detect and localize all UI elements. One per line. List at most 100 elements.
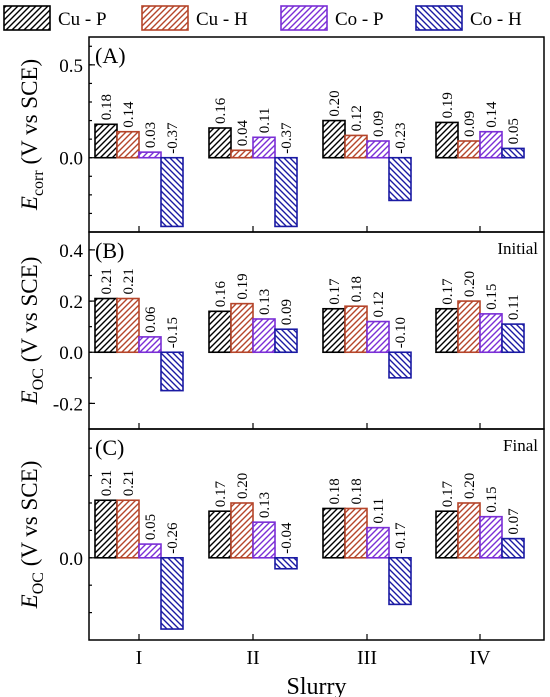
chart-panels: 0.5 0.0 (A) Ecorr (V vs SCE) 0.18 0.16 0.20 0.1… — [17, 36, 545, 641]
data-label: 0.21 — [121, 470, 137, 496]
data-label: 0.17 — [440, 278, 456, 305]
data-label: 0.03 — [143, 122, 159, 148]
legend-label: Cu - H — [196, 9, 248, 30]
legend-label: Cu - P — [58, 9, 107, 30]
bar — [94, 297, 118, 354]
data-label: 0.20 — [327, 90, 343, 116]
bar — [274, 556, 298, 570]
bar — [252, 318, 276, 354]
data-label: 0.07 — [506, 508, 522, 535]
bar — [344, 305, 368, 354]
bar — [230, 149, 254, 159]
data-label: -0.37 — [165, 122, 181, 154]
plot-frame — [88, 428, 545, 641]
bar — [344, 134, 368, 159]
bar — [138, 151, 162, 159]
data-label: 0.14 — [484, 101, 500, 128]
bar — [208, 310, 232, 354]
data-label: 0.19 — [235, 273, 251, 299]
bar — [366, 526, 390, 559]
bar — [94, 123, 118, 159]
legend-swatch — [141, 5, 189, 31]
legend: Cu - P Cu - H Co - P Co - H — [3, 5, 522, 31]
panel-note: Final — [503, 436, 538, 455]
bar — [322, 119, 346, 159]
y-tick-label: 0.4 — [59, 241, 83, 262]
data-label: 0.18 — [349, 276, 365, 302]
panel-3: 0.0 (C) Final EOC (V vs SCE) 0.21 0.17 0.18 0.1… — [17, 428, 545, 641]
legend-item: Cu - P — [3, 5, 107, 31]
bar — [435, 121, 459, 159]
bar — [160, 156, 184, 228]
bar — [479, 515, 503, 559]
bar — [457, 502, 481, 559]
data-label: 0.13 — [257, 289, 273, 315]
bar — [116, 499, 140, 559]
bar — [388, 556, 412, 606]
bar — [116, 130, 140, 159]
bar — [252, 521, 276, 559]
legend-item: Cu - H — [141, 5, 248, 31]
data-label: 0.14 — [121, 101, 137, 128]
data-label: 0.11 — [371, 498, 387, 524]
y-tick-label: 0.0 — [59, 343, 83, 364]
data-label: -0.37 — [279, 122, 295, 154]
bar — [501, 323, 525, 354]
bar — [457, 300, 481, 354]
data-label: -0.23 — [393, 122, 409, 153]
bar — [479, 130, 503, 159]
bar — [160, 556, 184, 630]
bar — [274, 156, 298, 228]
y-tick-label: -0.2 — [53, 394, 83, 415]
y-axis-label: Ecorr (V vs SCE) — [17, 59, 47, 211]
bar — [344, 507, 368, 559]
panel-label: (B) — [95, 238, 124, 263]
legend-label: Co - H — [470, 9, 522, 30]
legend-swatch — [3, 5, 51, 31]
bar — [230, 502, 254, 559]
data-label: 0.16 — [213, 281, 229, 308]
bar — [501, 537, 525, 559]
data-label: 0.21 — [99, 268, 115, 294]
bar — [322, 507, 346, 559]
y-tick-label: 0.2 — [59, 292, 83, 313]
data-label: 0.16 — [213, 97, 229, 124]
bar — [435, 307, 459, 354]
bar — [230, 302, 254, 354]
legend-item: Co - P — [280, 5, 384, 31]
data-label: 0.21 — [99, 470, 115, 496]
legend-label: Co - P — [335, 9, 384, 30]
data-label: -0.26 — [165, 522, 181, 554]
panel-note: Initial — [497, 239, 538, 258]
data-label: 0.06 — [143, 306, 159, 333]
data-label: 0.13 — [257, 492, 273, 518]
panel-label: (C) — [95, 435, 124, 460]
panel-2: 0.4 0.2 0.0 -0.2 (B) Initial EOC (V vs SCE) 0.2… — [17, 231, 545, 430]
data-label: -0.17 — [393, 522, 409, 554]
data-label: 0.18 — [349, 478, 365, 504]
y-axis-label: EOC (V vs SCE) — [17, 461, 47, 610]
data-label: -0.15 — [165, 317, 181, 348]
data-label: 0.20 — [462, 473, 478, 499]
y-tick-label: 0.0 — [59, 549, 83, 570]
bar — [116, 297, 140, 354]
data-label: 0.17 — [213, 480, 229, 507]
data-label: 0.20 — [462, 271, 478, 297]
data-label: 0.17 — [440, 480, 456, 507]
data-label: 0.12 — [349, 105, 365, 131]
y-tick-label: 0.5 — [59, 56, 83, 77]
legend-swatch — [415, 5, 463, 31]
bar — [366, 140, 390, 159]
x-tick-label: II — [246, 647, 259, 669]
data-label: 0.18 — [327, 478, 343, 504]
bar — [138, 543, 162, 559]
data-label: 0.09 — [462, 111, 478, 137]
bar — [501, 147, 525, 159]
data-label: 0.17 — [327, 278, 343, 305]
data-label: -0.10 — [393, 317, 409, 348]
data-label: 0.19 — [440, 92, 456, 118]
bar — [208, 127, 232, 159]
data-label: 0.11 — [257, 108, 273, 134]
legend-swatch — [280, 5, 328, 31]
data-label: 0.05 — [143, 514, 159, 540]
